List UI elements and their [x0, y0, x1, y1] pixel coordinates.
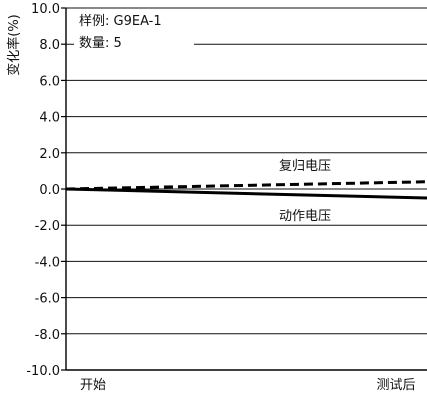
- y-tick-label: 8.0: [39, 38, 60, 53]
- y-tick-label: 2.0: [39, 147, 60, 162]
- y-tick-label: -2.0: [35, 219, 60, 234]
- annotation-box-mask: [74, 9, 194, 57]
- y-axis-label: 变化率(%): [6, 14, 22, 76]
- y-tick-label: -8.0: [35, 328, 60, 343]
- y-tick-label: 10.0: [31, 2, 60, 17]
- y-tick-label: 6.0: [39, 74, 60, 89]
- y-tick-label: 4.0: [39, 111, 60, 126]
- y-tick-label: -6.0: [35, 292, 60, 307]
- x-tick-label: 开始: [80, 378, 106, 393]
- x-tick-label: 测试后: [376, 378, 415, 393]
- series-label-1: 复归电压: [279, 159, 331, 174]
- y-tick-label: 0.0: [39, 183, 60, 198]
- y-tick-labels: 10.0 8.0 6.0 4.0 2.0 0.0 -2.0 -4.0 -6.0 -8.0 -10.0: [26, 2, 66, 379]
- x-tick-labels: 开始 测试后: [80, 378, 416, 393]
- series-line-2: [65, 187, 427, 200]
- annotation-sample: 样例: G9EA-1: [79, 14, 162, 29]
- annotation-count: 数量: 5: [79, 36, 122, 51]
- series-line-1: [65, 180, 427, 191]
- series-lines: [65, 180, 427, 200]
- y-tick-label: -10.0: [26, 364, 60, 379]
- series-label-2: 动作电压: [279, 209, 331, 224]
- y-tick-label: -4.0: [35, 255, 60, 270]
